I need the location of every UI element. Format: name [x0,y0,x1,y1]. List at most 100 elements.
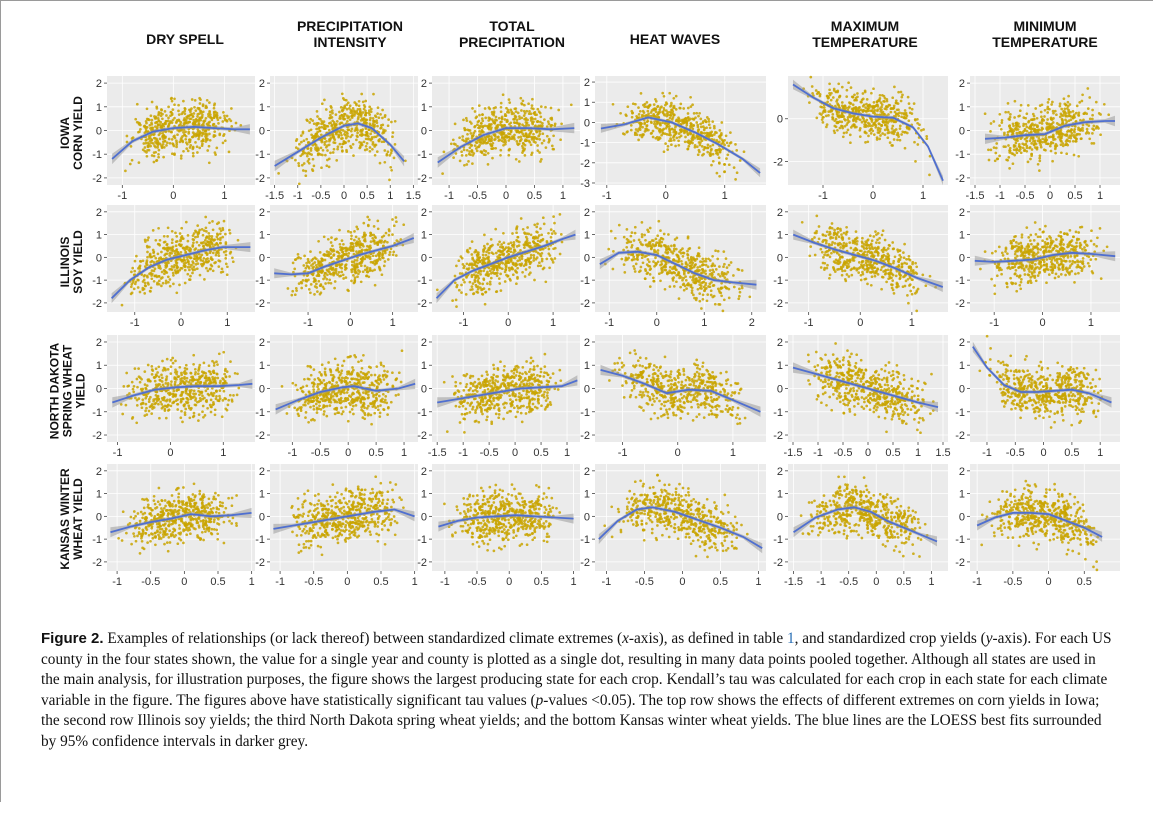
data-point [231,260,235,264]
data-point [338,122,342,126]
data-point [1066,139,1070,143]
data-point [471,256,474,260]
y-tick-label: -2 [580,158,590,170]
data-point [1061,132,1065,136]
data-point [393,119,397,123]
data-point [841,135,845,139]
y-tick-label: 0 [259,126,265,138]
data-point [1087,131,1091,135]
data-point [160,284,163,288]
data-point [1064,103,1068,107]
data-point [172,265,176,269]
data-point [1023,137,1027,141]
data-point [1029,157,1032,161]
data-point [380,140,384,144]
data-point [364,99,368,103]
x-tick-label: 1 [390,317,396,329]
data-point [374,236,377,240]
data-point [481,282,485,286]
data-point [1068,114,1071,118]
data-point [523,231,526,235]
data-point [383,149,387,152]
data-point [344,276,348,279]
data-point [884,120,888,124]
data-point [1084,132,1088,135]
data-point [832,87,836,91]
data-point [330,123,334,127]
data-point [205,230,208,233]
data-point [293,267,297,271]
data-point [218,259,222,263]
data-point [331,151,335,154]
x-tick-label: 1 [1097,190,1103,202]
y-tick-label: -3 [580,178,590,190]
data-point [849,86,853,89]
data-point [514,270,518,274]
data-point [467,160,470,163]
data-point [384,231,388,235]
data-point [661,91,665,95]
data-point [1058,115,1062,119]
data-point [539,227,542,230]
data-point [510,137,514,141]
data-point [1026,104,1030,107]
data-point [1077,114,1081,117]
data-point [151,229,155,232]
data-point [494,118,497,122]
data-point [1049,116,1053,120]
data-point [502,140,506,144]
y-tick-label: 2 [959,78,965,90]
data-point [828,93,832,97]
data-point [381,253,384,257]
data-point [153,117,157,120]
data-point [154,256,158,260]
data-point [1008,167,1011,170]
data-point [1032,139,1035,143]
data-point [509,250,513,254]
x-tick-label: 0 [503,190,509,202]
data-point [507,242,510,246]
data-point [474,147,478,150]
data-point [1022,129,1026,133]
data-point [885,99,889,103]
data-point [175,118,179,122]
data-point [619,111,622,115]
data-point [182,149,185,153]
data-point [914,160,917,163]
data-point [643,105,647,109]
data-point [296,253,300,256]
data-point [493,138,496,142]
data-point [211,228,215,232]
data-point [354,126,358,130]
data-point [848,133,852,137]
data-point [500,139,504,143]
data-point [139,260,143,263]
data-point [149,290,152,293]
data-point [347,252,351,255]
data-point [491,252,495,256]
data-point [514,115,518,119]
data-point [1046,107,1049,111]
data-point [536,230,539,234]
data-point [841,126,845,130]
data-point [162,124,166,128]
data-point [536,149,540,152]
data-point [143,274,147,277]
data-point [192,261,195,265]
data-point [898,111,901,115]
data-point [912,102,916,105]
data-point [168,278,172,281]
data-point [207,241,211,244]
data-point [529,143,533,147]
data-point [484,253,488,257]
data-point [366,137,370,141]
data-point [371,141,375,144]
data-point [309,128,313,132]
data-point [631,102,635,106]
data-point [829,108,833,112]
data-point [506,274,510,278]
data-point [183,268,187,272]
data-point [466,250,470,254]
data-point [332,249,336,253]
data-point [711,159,715,163]
